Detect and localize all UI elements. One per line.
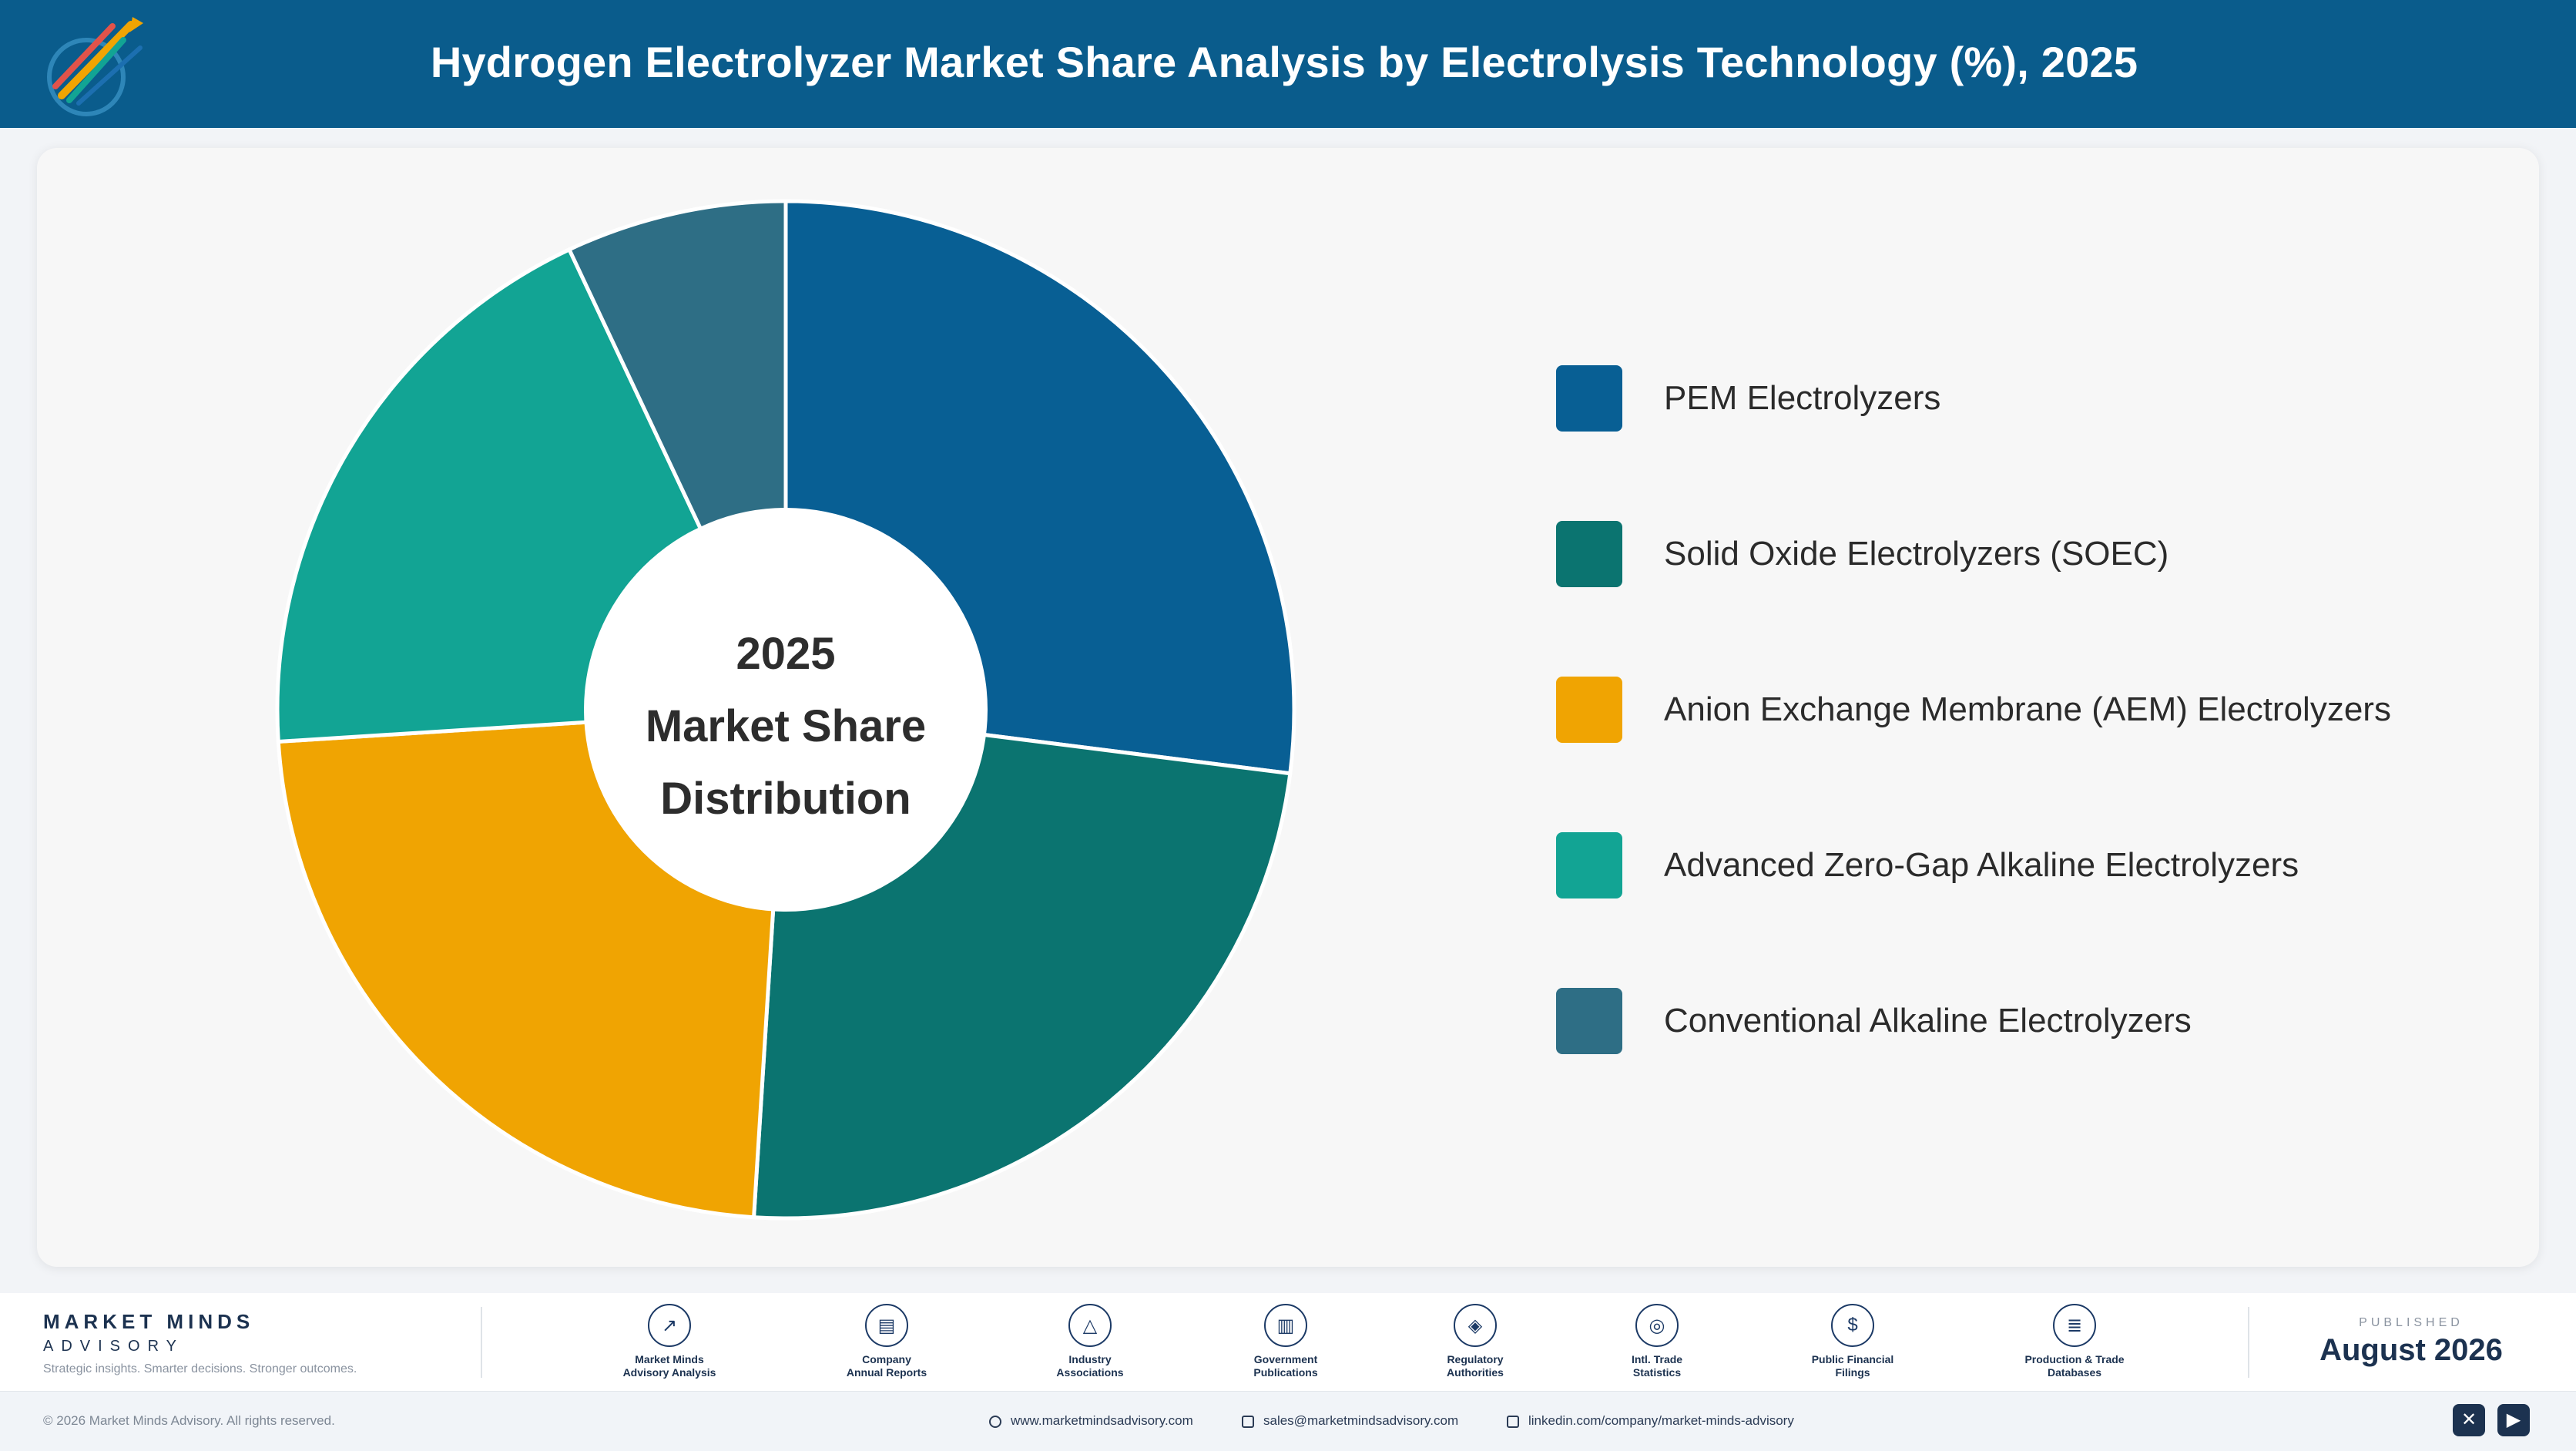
source-label: Market Minds Advisory Analysis	[600, 1353, 739, 1379]
legend-item: Anion Exchange Membrane (AEM) Electrolyz…	[1556, 677, 2527, 746]
source-label-line-2: Annual Reports	[846, 1366, 927, 1379]
source-label: Regulatory Authorities	[1406, 1353, 1545, 1379]
center-label-line-2: Market Share	[645, 701, 927, 751]
mail-icon	[1242, 1416, 1254, 1428]
youtube-icon[interactable]: ▶	[2497, 1404, 2530, 1436]
source-label-line-2: Publications	[1253, 1366, 1318, 1379]
page-title: Hydrogen Electrolyzer Market Share Analy…	[430, 38, 2138, 86]
published-label: PUBLISHED	[2359, 1316, 2464, 1329]
source-label: Government Publications	[1216, 1353, 1355, 1379]
building-icon: ▥	[1264, 1304, 1307, 1347]
email-link[interactable]: sales@marketmindsadvisory.com	[1242, 1413, 1458, 1429]
source-label-line-2: Authorities	[1447, 1366, 1504, 1379]
linkedin-icon	[1507, 1416, 1519, 1428]
source-label-line-2: Databases	[2047, 1366, 2102, 1379]
document-icon: ▤	[865, 1304, 908, 1347]
source-item: ▥ Government Publications	[1216, 1304, 1355, 1379]
donut-center-label: 2025 Market Share Distribution	[632, 618, 940, 835]
source-item: ◈ Regulatory Authorities	[1406, 1304, 1545, 1379]
source-label-line-1: Market Minds	[635, 1353, 704, 1365]
source-label-line-1: Public Financial	[1811, 1353, 1894, 1365]
legend-label: Conventional Alkaline Electrolyzers	[1664, 1002, 2192, 1040]
footer-bottom-bar	[0, 1391, 2576, 1451]
footer-brand-name: MARKET MINDS	[43, 1310, 255, 1333]
source-label-line-1: Regulatory	[1447, 1353, 1504, 1365]
source-label: Intl. Trade Statistics	[1588, 1353, 1726, 1379]
footer-tagline: Strategic insights. Smarter decisions. S…	[43, 1362, 357, 1375]
network-icon: △	[1068, 1304, 1112, 1347]
coin-icon: $	[1831, 1304, 1874, 1347]
footer-brand-sub: ADVISORY	[43, 1338, 184, 1355]
source-label-line-2: Advisory Analysis	[622, 1366, 716, 1379]
shield-icon: ◈	[1454, 1304, 1497, 1347]
source-item: ◎ Intl. Trade Statistics	[1588, 1304, 1726, 1379]
legend-swatch	[1556, 832, 1622, 898]
source-item: $ Public Financial Filings	[1783, 1304, 1922, 1379]
legend-label: Advanced Zero-Gap Alkaline Electrolyzers	[1664, 846, 2299, 884]
legend-label: Anion Exchange Membrane (AEM) Electrolyz…	[1664, 690, 2391, 728]
legend-item: PEM Electrolyzers	[1556, 365, 2527, 435]
source-label: Production & Trade Databases	[2005, 1353, 2144, 1379]
legend-item: Solid Oxide Electrolyzers (SOEC)	[1556, 521, 2527, 590]
published-date: August 2026	[2319, 1333, 2503, 1367]
source-label: Company Annual Reports	[817, 1353, 956, 1379]
donut-hole	[584, 508, 988, 912]
legend-item: Conventional Alkaline Electrolyzers	[1556, 988, 2527, 1057]
footer-divider	[2248, 1307, 2249, 1378]
source-label-line-1: Company	[862, 1353, 911, 1365]
source-item: ↗ Market Minds Advisory Analysis	[600, 1304, 739, 1379]
source-label-line-2: Filings	[1835, 1366, 1870, 1379]
linkedin-link[interactable]: linkedin.com/company/market-minds-adviso…	[1507, 1413, 1794, 1429]
market-minds-logo-icon	[47, 17, 143, 116]
website-link[interactable]: www.marketmindsadvisory.com	[989, 1413, 1193, 1429]
source-item: ≣ Production & Trade Databases	[2005, 1304, 2144, 1379]
globe-icon	[989, 1416, 1001, 1428]
header-bar: Hydrogen Electrolyzer Market Share Analy…	[0, 0, 2576, 128]
legend-swatch	[1556, 521, 1622, 587]
legend-item: Advanced Zero-Gap Alkaline Electrolyzers	[1556, 832, 2527, 902]
source-item: △ Industry Associations	[1021, 1304, 1159, 1379]
source-label-line-1: Industry	[1068, 1353, 1112, 1365]
source-label-line-2: Statistics	[1632, 1366, 1682, 1379]
source-label-line-1: Government	[1253, 1353, 1318, 1365]
donut-chart	[277, 201, 1295, 1219]
chart-line-icon: ↗	[648, 1304, 691, 1347]
source-label-line-1: Intl. Trade	[1631, 1353, 1683, 1365]
legend-swatch	[1556, 365, 1622, 432]
source-label: Public Financial Filings	[1783, 1353, 1922, 1379]
globe-icon: ◎	[1635, 1304, 1679, 1347]
source-item: ▤ Company Annual Reports	[817, 1304, 956, 1379]
copyright-text: © 2026 Market Minds Advisory. All rights…	[43, 1413, 335, 1428]
source-label-line-2: Associations	[1056, 1366, 1124, 1379]
legend-label: PEM Electrolyzers	[1664, 379, 1941, 417]
source-label-line-1: Production & Trade	[2024, 1353, 2125, 1365]
footer-divider	[481, 1307, 482, 1378]
center-label-line-3: Distribution	[660, 774, 911, 824]
database-icon: ≣	[2053, 1304, 2096, 1347]
legend-swatch	[1556, 677, 1622, 743]
center-label-line-1: 2025	[736, 629, 836, 679]
legend-swatch	[1556, 988, 1622, 1054]
legend-label: Solid Oxide Electrolyzers (SOEC)	[1664, 535, 2169, 573]
x-icon[interactable]: ✕	[2453, 1404, 2485, 1436]
source-label: Industry Associations	[1021, 1353, 1159, 1379]
